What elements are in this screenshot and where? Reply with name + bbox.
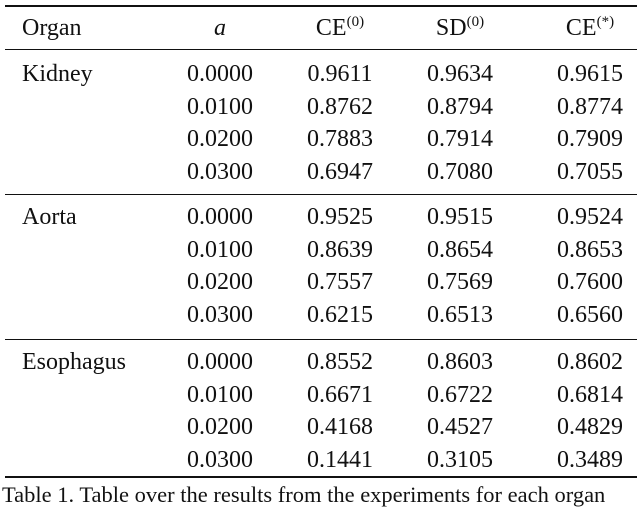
header-cestar-sup: (*) — [596, 14, 615, 30]
table-cell: 0.6947 — [307, 158, 373, 185]
table-cell: 0.7569 — [427, 269, 493, 296]
table-cell: 0.0200 — [187, 269, 253, 296]
table-cell: 0.3489 — [557, 446, 623, 473]
organ-label: Aorta — [22, 204, 77, 230]
table-cell: 0.9634 — [427, 61, 493, 87]
table-cell: 0.9524 — [557, 204, 623, 230]
table-cell: 0.7080 — [427, 158, 493, 185]
table-cell: 0.7883 — [307, 126, 373, 153]
table-cell: 0.0100 — [187, 236, 253, 263]
group-rule — [5, 339, 637, 340]
bottom-rule — [5, 476, 637, 478]
table-cell: 0.1441 — [307, 446, 373, 473]
group-rule — [5, 194, 637, 195]
table-cell: 0.8654 — [427, 236, 493, 263]
header-sd0-label: SD — [435, 15, 467, 41]
table-cell: 0.8602 — [557, 349, 623, 375]
table-cell: 0.8639 — [307, 236, 373, 263]
table-cell: 0.9515 — [427, 204, 493, 230]
header-cestar: CE(*) — [566, 14, 614, 42]
header-sd0-sup: (0) — [466, 14, 485, 30]
table-cell: 0.7600 — [557, 269, 623, 296]
table-cell: 0.0200 — [187, 414, 253, 441]
header-organ: Organ — [22, 15, 82, 41]
table-cell: 0.4829 — [557, 414, 623, 441]
table-cell: 0.8774 — [557, 93, 623, 120]
table-cell: 0.9525 — [307, 204, 373, 230]
organ-label: Esophagus — [22, 349, 126, 375]
table-cell: 0.7055 — [557, 158, 623, 185]
header-ce0: CE(0) — [316, 14, 364, 42]
table-cell: 0.0000 — [187, 61, 253, 87]
table-cell: 0.6560 — [557, 301, 623, 328]
table-cell: 0.6722 — [427, 381, 493, 408]
header-sd0: SD(0) — [436, 14, 484, 42]
table-cell: 0.8653 — [557, 236, 623, 263]
table-cell: 0.9611 — [307, 61, 373, 87]
table-cell: 0.7909 — [557, 126, 623, 153]
header-ce0-sup: (0) — [346, 14, 365, 30]
table-cell: 0.8552 — [307, 349, 373, 375]
table-cell: 0.8603 — [427, 349, 493, 375]
table-cell: 0.0300 — [187, 446, 253, 473]
table-cell: 0.7557 — [307, 269, 373, 296]
header-cestar-label: CE — [565, 15, 597, 41]
header-a: a — [214, 15, 226, 41]
table-cell: 0.8794 — [427, 93, 493, 120]
table-cell: 0.7914 — [427, 126, 493, 153]
table-cell: 0.6671 — [307, 381, 373, 408]
header-rule — [5, 49, 637, 50]
table-cell: 0.6814 — [557, 381, 623, 408]
organ-label: Kidney — [22, 61, 93, 87]
table-cell: 0.6215 — [307, 301, 373, 328]
table-cell: 0.0300 — [187, 158, 253, 185]
table-cell: 0.4527 — [427, 414, 493, 441]
table-cell: 0.0100 — [187, 381, 253, 408]
table-cell: 0.0100 — [187, 93, 253, 120]
table-caption: Table 1. Table over the results from the… — [2, 482, 606, 507]
top-rule — [5, 5, 637, 7]
table-cell: 0.0000 — [187, 204, 253, 230]
table-cell: 0.0000 — [187, 349, 253, 375]
table-cell: 0.6513 — [427, 301, 493, 328]
table-cell: 0.4168 — [307, 414, 373, 441]
header-ce0-label: CE — [315, 15, 347, 41]
table-cell: 0.3105 — [427, 446, 493, 473]
table-cell: 0.0200 — [187, 126, 253, 153]
table-cell: 0.8762 — [307, 93, 373, 120]
table-cell: 0.0300 — [187, 301, 253, 328]
table-cell: 0.9615 — [557, 61, 623, 87]
